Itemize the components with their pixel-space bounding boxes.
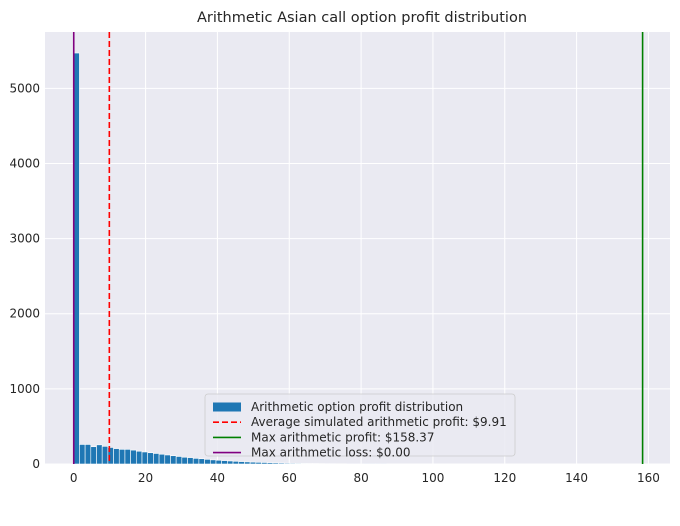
histogram-bars <box>73 52 387 465</box>
histogram-bar <box>192 458 200 465</box>
histogram-bar <box>238 461 245 465</box>
histogram-bar <box>181 456 188 465</box>
histogram-bar <box>209 459 217 465</box>
histogram-bar <box>221 460 228 465</box>
x-tick-label: 20 <box>138 471 153 485</box>
y-tick-label: 3000 <box>9 232 40 246</box>
histogram-bar <box>175 456 183 465</box>
x-tick-label: 140 <box>565 471 588 485</box>
histogram-bar <box>272 462 279 465</box>
histogram-bar <box>198 458 205 465</box>
histogram-bar <box>170 455 177 465</box>
legend-label: Max arithmetic loss: $0.00 <box>251 446 410 460</box>
histogram-bar <box>158 453 166 465</box>
histogram-bar <box>255 462 262 465</box>
histogram-bar <box>96 444 103 465</box>
histogram-bar <box>283 462 291 465</box>
histogram-bar <box>124 449 131 465</box>
y-axis-ticks: 0 1000 2000 3000 4000 5000 <box>9 81 40 471</box>
histogram-bar <box>79 444 86 465</box>
legend-label: Average simulated arithmetic profit: $9.… <box>251 415 507 429</box>
y-tick-label: 2000 <box>9 307 40 321</box>
histogram-bar <box>289 462 296 465</box>
legend: Arithmetic option profit distributionAve… <box>204 393 516 460</box>
legend-swatch <box>213 402 241 412</box>
x-tick-label: 100 <box>421 471 444 485</box>
y-tick-label: 0 <box>32 457 40 471</box>
histogram-bar <box>227 460 234 465</box>
histogram-bar <box>244 461 251 465</box>
reference-lines <box>72 32 644 464</box>
histogram-bar <box>147 452 154 465</box>
histogram-bar <box>306 463 314 465</box>
histogram-bar <box>73 52 80 465</box>
histogram-bar <box>113 448 120 465</box>
x-tick-label: 160 <box>637 471 660 485</box>
histogram-bar <box>141 451 149 465</box>
x-tick-label: 60 <box>282 471 297 485</box>
plot-background <box>45 32 670 464</box>
y-tick-label: 5000 <box>9 81 40 95</box>
histogram-bar <box>164 454 171 465</box>
histogram-bar <box>266 462 274 465</box>
histogram-bar <box>90 446 97 465</box>
y-tick-label: 4000 <box>9 156 40 170</box>
y-tick-label: 1000 <box>9 382 40 396</box>
histogram-bar <box>130 449 137 465</box>
histogram-bar <box>101 446 109 465</box>
x-axis-ticks: 0 20 40 60 80 100 120 140 160 <box>70 471 660 485</box>
chart-title: Arithmetic Asian call option profit dist… <box>197 10 527 26</box>
histogram-bar <box>261 462 268 465</box>
x-tick-label: 40 <box>210 471 225 485</box>
histogram-bar <box>118 449 126 465</box>
x-tick-label: 120 <box>493 471 516 485</box>
histogram-bar <box>84 444 92 465</box>
legend-box <box>204 393 516 457</box>
histogram-bar <box>136 450 143 465</box>
histogram-bar <box>249 461 257 465</box>
histogram-bar <box>204 459 211 465</box>
histogram-bar <box>232 460 240 465</box>
legend-label: Max arithmetic profit: $158.37 <box>251 430 434 444</box>
histogram-bar <box>187 457 194 465</box>
histogram-bar <box>153 453 160 465</box>
x-tick-label: 0 <box>70 471 78 485</box>
histogram-bar <box>278 462 285 465</box>
x-tick-label: 80 <box>353 471 368 485</box>
histogram-bar <box>215 459 222 465</box>
histogram-bar <box>295 463 302 465</box>
legend-label: Arithmetic option profit distribution <box>251 400 463 414</box>
histogram-bar <box>301 463 308 465</box>
